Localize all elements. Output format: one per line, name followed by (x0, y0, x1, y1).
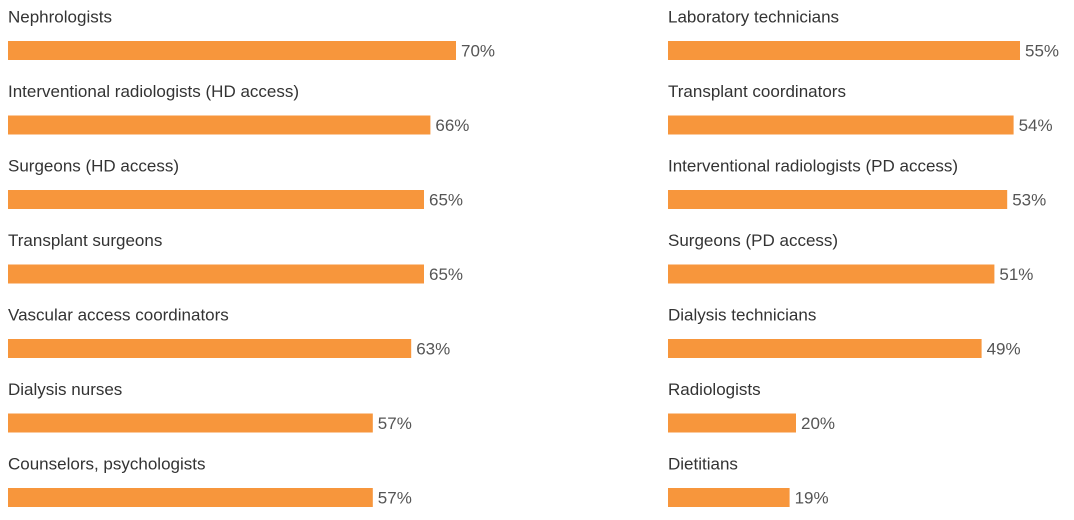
category-label: Dialysis technicians (668, 305, 816, 324)
bar (668, 413, 796, 433)
bar (8, 264, 424, 284)
bar (668, 115, 1014, 135)
category-label: Transplant surgeons (8, 231, 162, 250)
value-label: 20% (801, 414, 835, 433)
bar (8, 190, 424, 209)
bar (8, 41, 456, 60)
category-label: Interventional radiologists (HD access) (8, 82, 299, 101)
bar (8, 488, 373, 507)
value-label: 55% (1025, 41, 1059, 60)
bar (668, 488, 790, 507)
category-label: Radiologists (668, 380, 761, 399)
value-label: 65% (429, 265, 463, 284)
category-label: Counselors, psychologists (8, 454, 205, 473)
bar (8, 115, 431, 135)
value-label: 70% (461, 41, 495, 60)
value-label: 57% (378, 414, 412, 433)
value-label: 65% (429, 190, 463, 209)
category-label: Dietitians (668, 454, 738, 473)
bar (668, 264, 995, 284)
category-label: Laboratory technicians (668, 7, 839, 26)
value-label: 19% (795, 488, 829, 507)
bar (668, 41, 1020, 60)
category-label: Transplant coordinators (668, 82, 846, 101)
category-label: Nephrologists (8, 7, 112, 26)
value-label: 66% (435, 116, 469, 135)
value-label: 49% (987, 339, 1021, 358)
category-label: Dialysis nurses (8, 380, 122, 399)
bar (8, 339, 412, 358)
value-label: 63% (416, 339, 450, 358)
value-label: 51% (999, 265, 1033, 284)
category-label: Vascular access coordinators (8, 305, 229, 324)
category-label: Surgeons (PD access) (668, 231, 838, 250)
value-label: 53% (1012, 190, 1046, 209)
category-label: Surgeons (HD access) (8, 156, 179, 175)
bar (8, 413, 373, 433)
category-label: Interventional radiologists (PD access) (668, 156, 958, 175)
value-label: 57% (378, 488, 412, 507)
value-label: 54% (1019, 116, 1053, 135)
bar (668, 339, 982, 358)
bar (668, 190, 1008, 209)
